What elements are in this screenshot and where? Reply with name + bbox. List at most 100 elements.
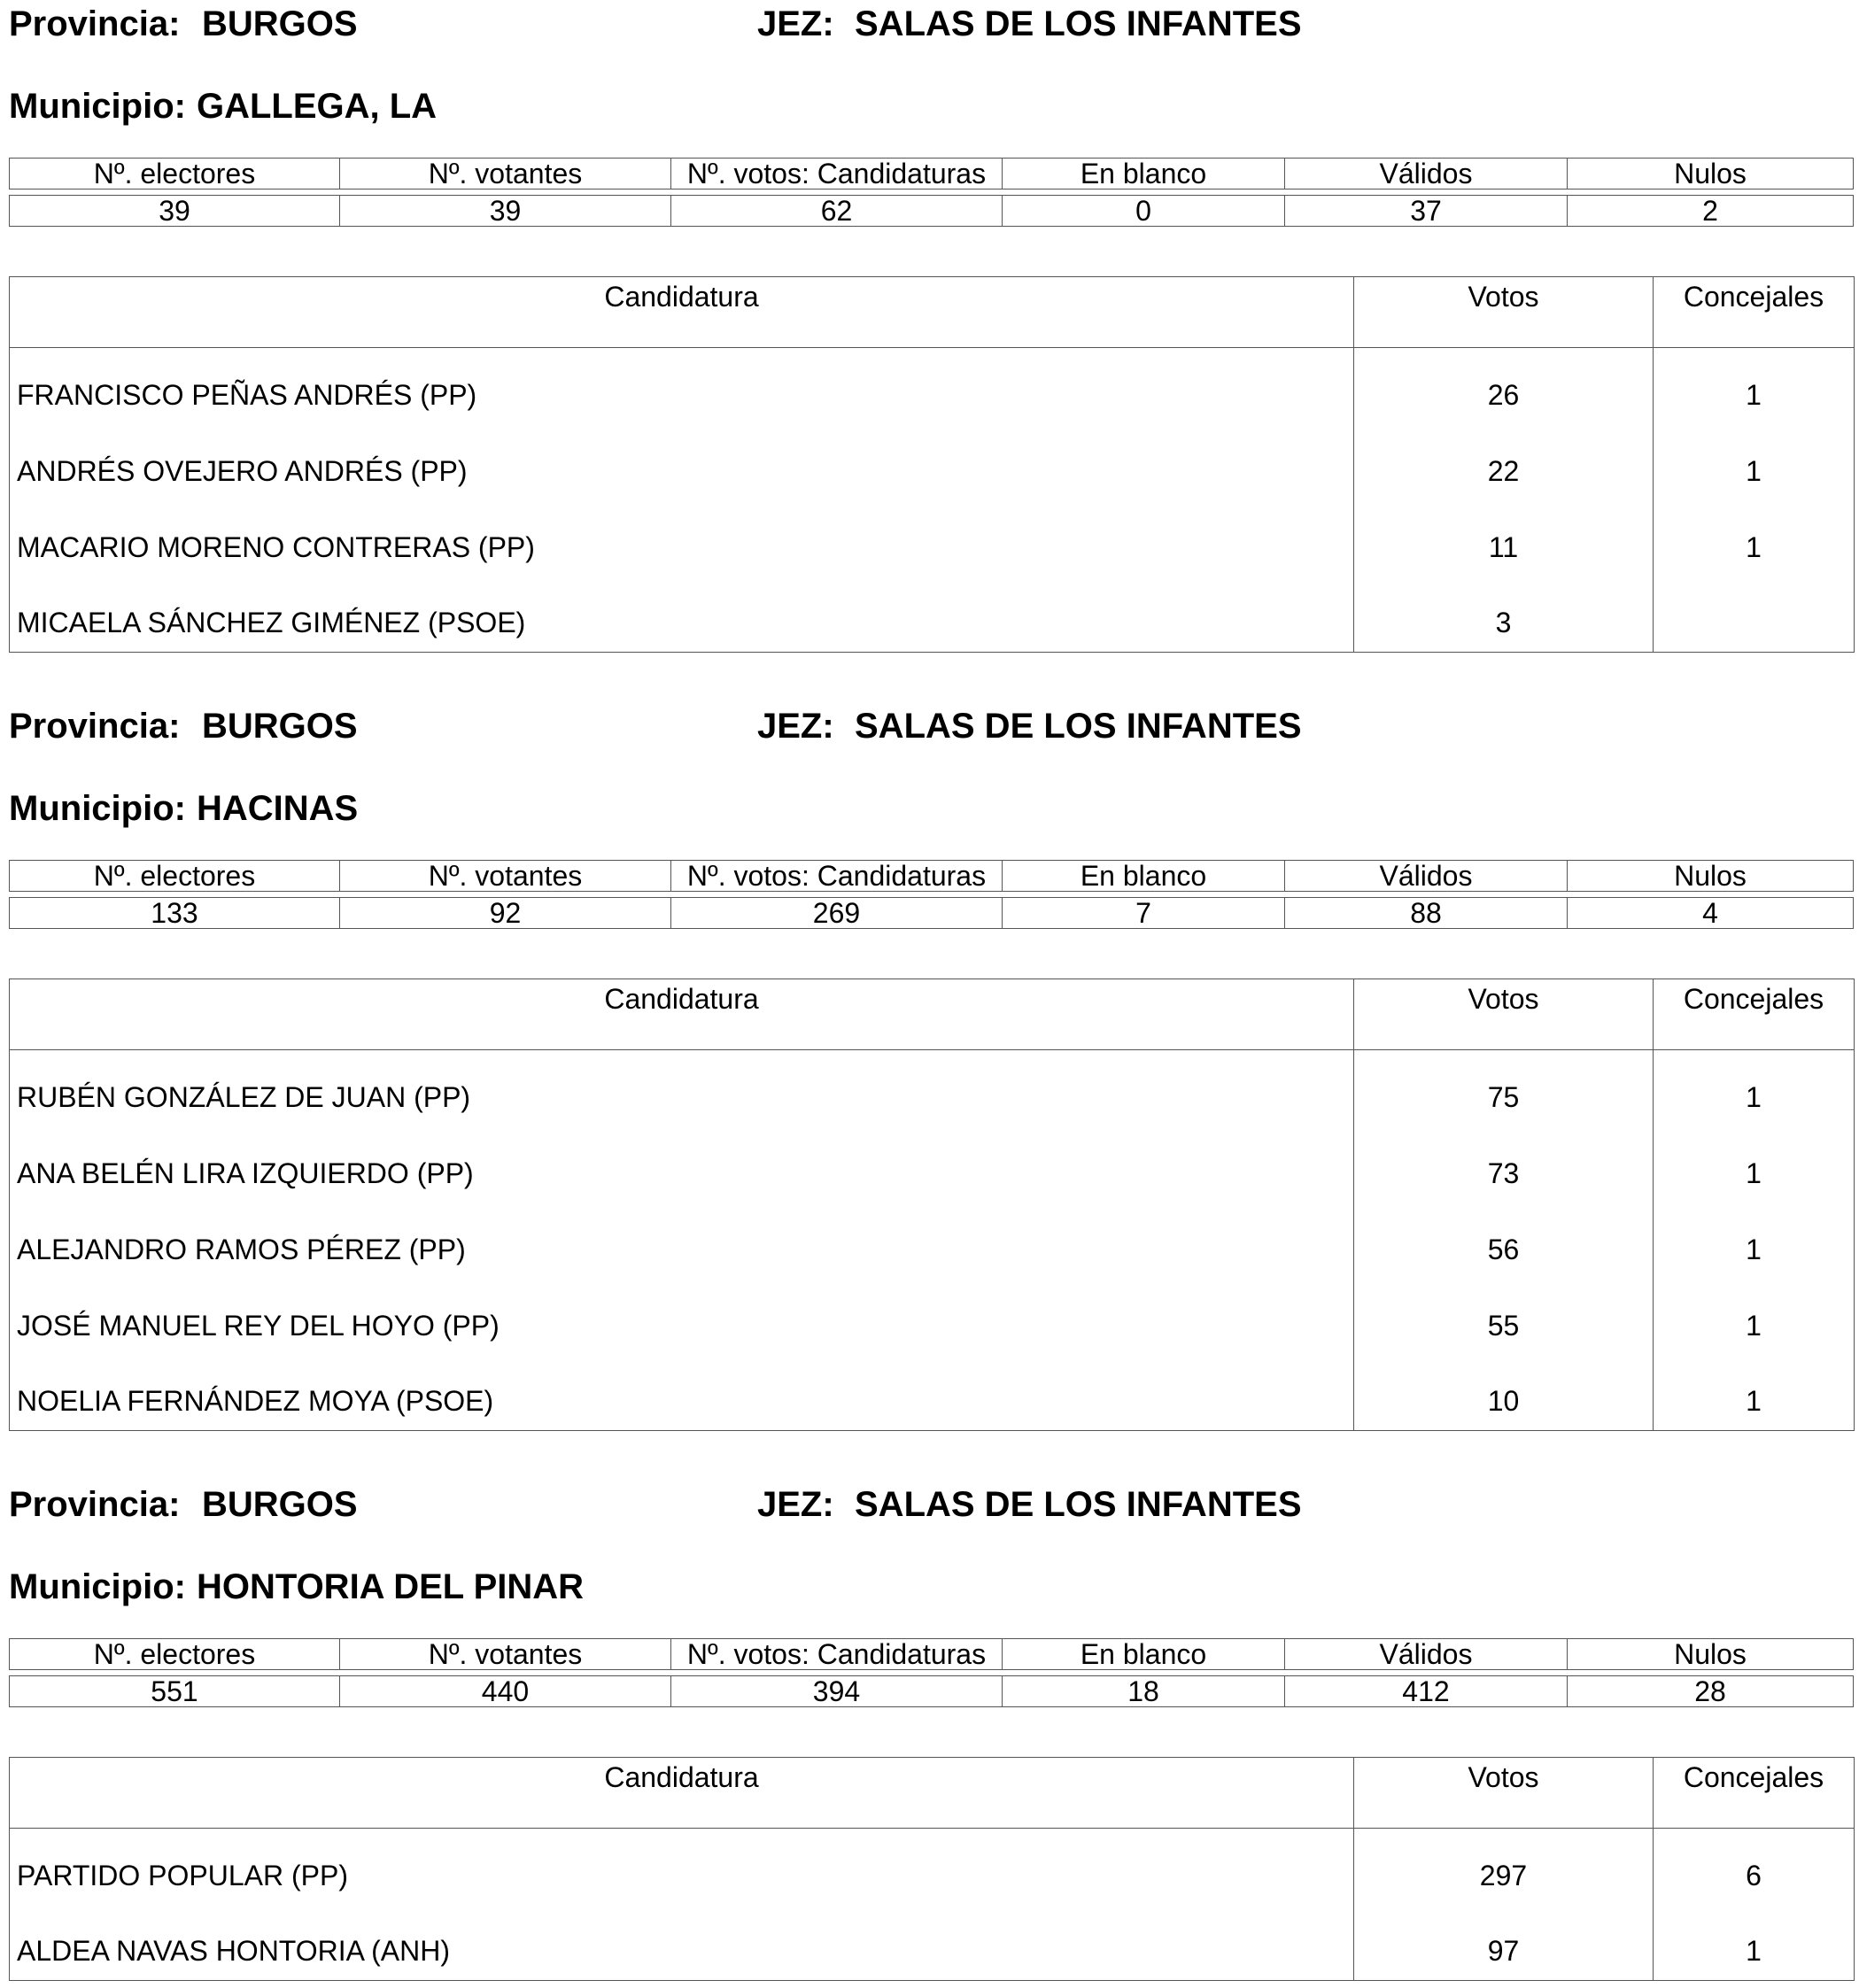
- candidate-concejales: 1: [1653, 347, 1855, 424]
- stats-header-cell: Nº. electores: [9, 860, 340, 892]
- municipio-value: GALLEGA, LA: [196, 87, 438, 126]
- stats-header-row: Nº. electores Nº. votantes Nº. votos: Cand…: [9, 1638, 1854, 1670]
- provincia-value: BURGOS: [202, 1485, 358, 1524]
- stats-header-cell: Nulos: [1568, 860, 1854, 892]
- stats-header-cell: Nº. votos: Candidaturas: [671, 860, 1003, 892]
- stats-value-cell: 88: [1285, 897, 1568, 929]
- candidate-votos: 97: [1353, 1904, 1654, 1981]
- stats-header-cell: Nº. electores: [9, 158, 340, 190]
- candidates-header-cell: Concejales: [1653, 979, 1855, 1050]
- stats-value-cell: 92: [340, 897, 671, 929]
- stats-header-cell: Nº. votantes: [340, 860, 671, 892]
- provincia-label: Provincia:: [9, 4, 181, 43]
- municipality-block: Provincia: BURGOS JEZ: SALAS DE LOS INFANTE…: [9, 1484, 1855, 1981]
- candidates-header-row: Candidatura Votos Concejales: [9, 276, 1855, 348]
- candidate-row: JOSÉ MANUEL REY DEL HOYO (PP) 55 1: [10, 1278, 1855, 1355]
- candidate-name: MACARIO MORENO CONTRERAS (PP): [17, 530, 535, 563]
- candidate-votos: 297: [1353, 1828, 1654, 1905]
- municipio-line: Municipio: GALLEGA, LA: [9, 86, 447, 127]
- stats-header-cell: Válidos: [1285, 158, 1568, 190]
- stats-value-cell: 39: [9, 195, 340, 227]
- candidate-name: ALDEA NAVAS HONTORIA (ANH): [17, 1935, 450, 1967]
- candidate-name: ANA BELÉN LIRA IZQUIERDO (PP): [17, 1156, 474, 1189]
- stats-value-cell: 18: [1003, 1675, 1285, 1707]
- stats-header-cell: Nº. votantes: [340, 1638, 671, 1670]
- candidates-header-cell: Candidatura: [9, 276, 1354, 348]
- candidate-name: JOSÉ MANUEL REY DEL HOYO (PP): [17, 1309, 500, 1342]
- stats-value-cell: 394: [671, 1675, 1003, 1707]
- candidates-table: Candidatura Votos Concejales FRANCISCO PEÑA…: [9, 276, 1855, 653]
- stats-value-cell: 133: [9, 897, 340, 929]
- stats-table: Nº. electores Nº. votantes Nº. votos: Cand…: [9, 1633, 1854, 1713]
- stats-header-cell: Nº. votantes: [340, 158, 671, 190]
- candidate-concejales: 6: [1653, 1828, 1855, 1905]
- candidates-header-cell: Votos: [1353, 1757, 1654, 1829]
- candidates-header-cell: Concejales: [1653, 1757, 1855, 1829]
- stats-header-cell: Nº. votos: Candidaturas: [671, 158, 1003, 190]
- municipio-value: HONTORIA DEL PINAR: [196, 1567, 585, 1606]
- stats-header-cell: En blanco: [1003, 860, 1285, 892]
- stats-value-row: 551 440 394 18 412 28: [9, 1675, 1854, 1707]
- candidates-header-cell: Concejales: [1653, 276, 1855, 348]
- candidate-row: MICAELA SÁNCHEZ GIMÉNEZ (PSOE) 3: [10, 576, 1855, 653]
- candidate-votos: 26: [1353, 347, 1654, 424]
- candidate-concejales: 1: [1653, 1049, 1855, 1126]
- stats-value-row: 39 39 62 0 37 2: [9, 195, 1854, 227]
- candidate-concejales: 1: [1653, 1126, 1855, 1203]
- candidate-row: ANA BELÉN LIRA IZQUIERDO (PP) 73 1: [10, 1126, 1855, 1203]
- stats-value-cell: 440: [340, 1675, 671, 1707]
- stats-header-cell: Nº. votos: Candidaturas: [671, 1638, 1003, 1670]
- stats-table: Nº. electores Nº. votantes Nº. votos: Cand…: [9, 152, 1854, 232]
- stats-value-cell: 4: [1568, 897, 1854, 929]
- stats-value-row: 133 92 269 7 88 4: [9, 897, 1854, 929]
- candidate-votos: 11: [1353, 499, 1654, 576]
- candidate-row: MACARIO MORENO CONTRERAS (PP) 11 1: [10, 499, 1855, 576]
- candidate-name: MICAELA SÁNCHEZ GIMÉNEZ (PSOE): [17, 607, 526, 638]
- stats-table: Nº. electores Nº. votantes Nº. votos: Cand…: [9, 855, 1854, 934]
- stats-value-cell: 269: [671, 897, 1003, 929]
- stats-value-cell: 412: [1285, 1675, 1568, 1707]
- stats-header-row: Nº. electores Nº. votantes Nº. votos: Cand…: [9, 860, 1854, 892]
- block-header: Provincia: BURGOS JEZ: SALAS DE LOS INFANTE…: [9, 1484, 1854, 1652]
- candidate-concejales: 1: [1653, 423, 1855, 500]
- jez-value: SALAS DE LOS INFANTES: [855, 4, 1302, 43]
- provincia-label: Provincia:: [9, 707, 181, 746]
- candidates-header-cell: Candidatura: [9, 979, 1354, 1050]
- jez-label: JEZ:: [757, 4, 834, 43]
- candidate-name: ANDRÉS OVEJERO ANDRÉS (PP): [17, 454, 468, 487]
- stats-header-cell: Válidos: [1285, 1638, 1568, 1670]
- candidates-table: Candidatura Votos Concejales RUBÉN GONZÁLEZ…: [9, 979, 1855, 1431]
- provincia-label: Provincia:: [9, 1485, 181, 1524]
- stats-header-cell: En blanco: [1003, 158, 1285, 190]
- candidate-concejales: 1: [1653, 1354, 1855, 1431]
- stats-value-cell: 7: [1003, 897, 1285, 929]
- candidate-concejales: 1: [1653, 1202, 1855, 1279]
- municipio-line: Municipio: HONTORIA DEL PINAR: [9, 1566, 594, 1607]
- jez-label: JEZ:: [757, 707, 834, 746]
- candidate-name: ALEJANDRO RAMOS PÉREZ (PP): [17, 1233, 466, 1265]
- municipio-label: Municipio:: [9, 789, 186, 828]
- candidate-name: FRANCISCO PEÑAS ANDRÉS (PP): [17, 378, 477, 411]
- candidate-votos: 22: [1353, 423, 1654, 500]
- candidate-votos: 73: [1353, 1126, 1654, 1203]
- candidate-name: PARTIDO POPULAR (PP): [17, 1859, 348, 1891]
- stats-header-cell: En blanco: [1003, 1638, 1285, 1670]
- municipality-block: Provincia: BURGOS JEZ: SALAS DE LOS INFANTE…: [9, 706, 1855, 1431]
- stats-value-cell: 37: [1285, 195, 1568, 227]
- municipio-value: HACINAS: [196, 789, 359, 828]
- candidates-header-row: Candidatura Votos Concejales: [9, 1757, 1855, 1829]
- candidates-table: Candidatura Votos Concejales PARTIDO POPULA…: [9, 1757, 1855, 1981]
- candidates-header-cell: Votos: [1353, 276, 1654, 348]
- candidate-votos: 56: [1353, 1202, 1654, 1279]
- block-header: Provincia: BURGOS JEZ: SALAS DE LOS INFANTE…: [9, 706, 1854, 874]
- stats-value-cell: 0: [1003, 195, 1285, 227]
- stats-value-cell: 551: [9, 1675, 340, 1707]
- candidate-row: ALEJANDRO RAMOS PÉREZ (PP) 56 1: [10, 1202, 1855, 1279]
- jez-label: JEZ:: [757, 1485, 834, 1524]
- municipio-line: Municipio: HACINAS: [9, 788, 368, 829]
- provincia-value: BURGOS: [202, 707, 358, 746]
- candidate-votos: 55: [1353, 1278, 1654, 1355]
- provincia-value: BURGOS: [202, 4, 358, 43]
- jez-value: SALAS DE LOS INFANTES: [855, 707, 1302, 746]
